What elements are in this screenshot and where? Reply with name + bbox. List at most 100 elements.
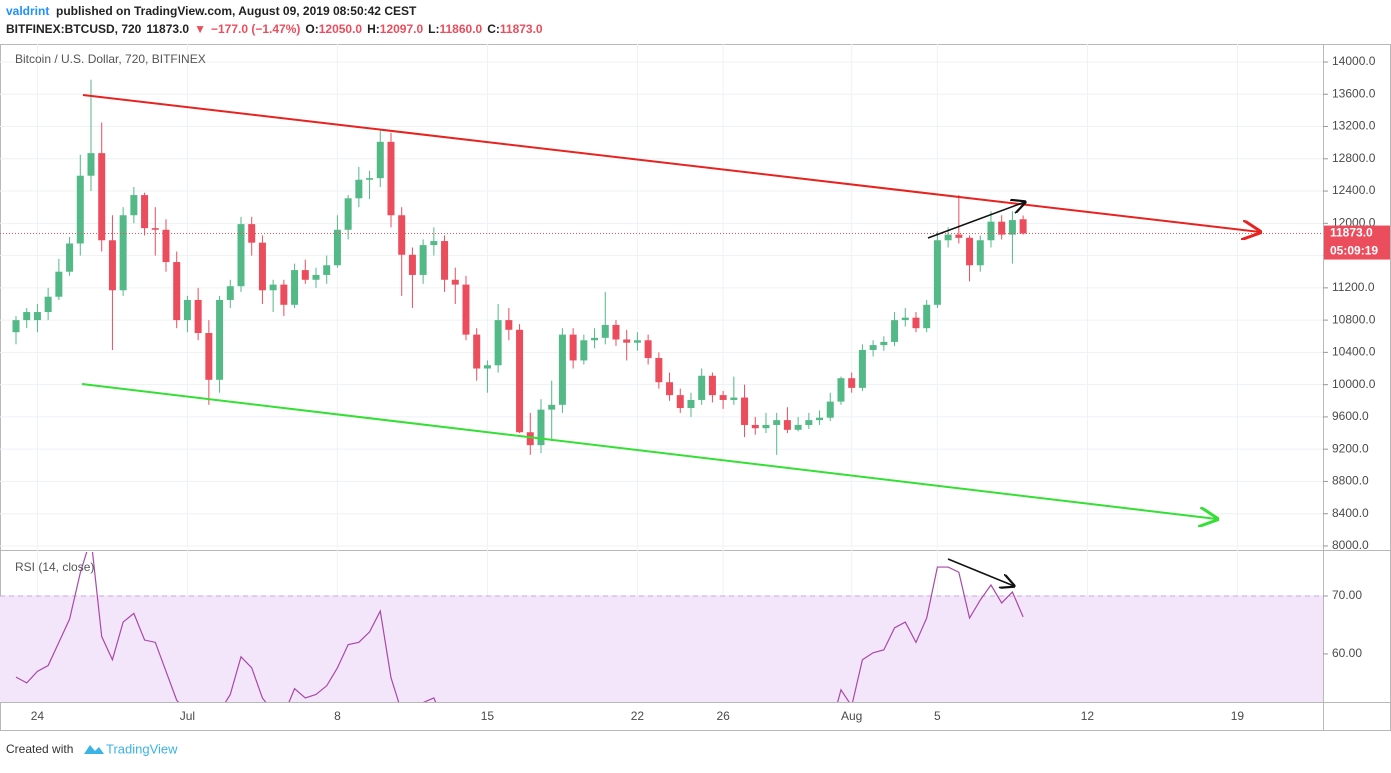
candle-body bbox=[794, 424, 802, 430]
candle-body bbox=[33, 312, 41, 321]
header-text: H: bbox=[367, 22, 380, 36]
x-tick-label: 19 bbox=[1231, 709, 1245, 723]
header-text: 11860.0 bbox=[440, 22, 483, 36]
candle-body bbox=[548, 404, 556, 410]
candle-body bbox=[87, 153, 95, 176]
candle-body bbox=[601, 324, 609, 338]
candle-body bbox=[44, 296, 52, 313]
candle-body bbox=[462, 284, 470, 335]
candle-body bbox=[408, 254, 416, 275]
y-tick-label: 10400.0 bbox=[1332, 345, 1376, 359]
header-text: L: bbox=[428, 22, 439, 36]
y-tick-label: 70.00 bbox=[1332, 588, 1362, 602]
candle-body bbox=[483, 365, 491, 369]
candle-body bbox=[473, 334, 481, 369]
candle-body bbox=[805, 420, 813, 425]
header-text: 12050.0 bbox=[319, 22, 363, 36]
candle-body bbox=[558, 334, 566, 405]
created-with: Created with bbox=[6, 742, 73, 756]
header-text: BITFINEX:BTCUSD, 720 bbox=[6, 22, 142, 36]
support-line bbox=[81, 383, 1217, 519]
candle-body bbox=[430, 241, 438, 246]
candle-body bbox=[76, 175, 84, 244]
candle-body bbox=[987, 221, 995, 241]
y-tick-label: 9200.0 bbox=[1332, 441, 1369, 455]
candle-body bbox=[291, 270, 299, 305]
symbol-line: BITFINEX:BTCUSD, 720 11873.0 ▼ −177.0 (−1.4… bbox=[6, 22, 543, 36]
candle-body bbox=[676, 395, 684, 409]
candle-body bbox=[848, 378, 856, 388]
x-tick-label: 5 bbox=[934, 709, 941, 723]
rsi-arrow bbox=[947, 558, 1014, 586]
candle-body bbox=[773, 420, 781, 425]
candle-body bbox=[816, 417, 824, 421]
brand: TradingView bbox=[106, 741, 178, 756]
candle-body bbox=[837, 378, 845, 402]
candle-body bbox=[130, 195, 138, 216]
resistance-line bbox=[82, 94, 1260, 232]
candle-body bbox=[923, 304, 931, 329]
candle-body bbox=[955, 234, 963, 238]
rsi-line bbox=[15, 552, 1024, 702]
header-text: 11873.0 bbox=[500, 22, 543, 36]
x-tick-label: Aug bbox=[841, 709, 862, 723]
x-tick-label: 8 bbox=[334, 709, 341, 723]
candle-body bbox=[258, 242, 266, 291]
x-tick-label: 22 bbox=[631, 709, 645, 723]
candle-body bbox=[633, 340, 641, 343]
header-text: ▼ bbox=[194, 22, 206, 36]
candle-body bbox=[580, 340, 588, 361]
candle-body bbox=[687, 399, 695, 409]
candle-body bbox=[869, 345, 877, 350]
candle-body bbox=[730, 397, 738, 400]
candle-body bbox=[494, 320, 502, 366]
y-tick-label: 8400.0 bbox=[1332, 506, 1369, 520]
candle-body bbox=[108, 240, 116, 291]
header-text: C: bbox=[487, 22, 500, 36]
x-tick-label: 12 bbox=[1081, 709, 1095, 723]
y-tick-label: 12800.0 bbox=[1332, 151, 1376, 165]
y-tick-label: 10000.0 bbox=[1332, 377, 1376, 391]
price-pane bbox=[0, 79, 1323, 455]
candle-body bbox=[998, 221, 1006, 235]
candle-body bbox=[708, 375, 716, 396]
y-tick-label: 8000.0 bbox=[1332, 538, 1369, 552]
last-price-badge bbox=[1324, 225, 1390, 260]
candle-body bbox=[623, 339, 631, 343]
x-tick-label: 15 bbox=[481, 709, 495, 723]
candle-body bbox=[119, 215, 127, 291]
candle-body bbox=[655, 358, 663, 383]
candle-body bbox=[944, 234, 952, 241]
y-tick-label: 13200.0 bbox=[1332, 119, 1376, 133]
y-tick-label: 11200.0 bbox=[1332, 280, 1375, 294]
candle-body bbox=[1019, 219, 1027, 234]
y-tick-label: 9600.0 bbox=[1332, 409, 1369, 423]
candle-body bbox=[398, 215, 406, 255]
candle-body bbox=[666, 382, 674, 396]
candle-body bbox=[312, 274, 320, 280]
candle-body bbox=[526, 432, 534, 446]
last-price-label: 11873.0 bbox=[1330, 226, 1373, 240]
header-text: 11873.0 bbox=[146, 22, 189, 36]
x-tick-label: Jul bbox=[180, 709, 195, 723]
candle-body bbox=[344, 198, 352, 230]
candle-body bbox=[880, 341, 888, 346]
candle-body bbox=[12, 320, 20, 333]
candle-body bbox=[751, 424, 759, 429]
candle-body bbox=[933, 240, 941, 305]
published: published on TradingView.com, August 09,… bbox=[56, 4, 417, 18]
candle-body bbox=[366, 178, 374, 180]
candle-body bbox=[591, 337, 599, 341]
y-tick-label: 60.00 bbox=[1332, 646, 1362, 660]
candle-body bbox=[419, 245, 427, 275]
candle-body bbox=[451, 279, 459, 285]
candle-body bbox=[505, 320, 513, 330]
candle-body bbox=[141, 195, 149, 229]
candle-body bbox=[644, 340, 652, 359]
candle-body bbox=[151, 228, 159, 230]
candle-body bbox=[173, 262, 181, 321]
candle-body bbox=[205, 333, 213, 380]
y-tick-label: 8800.0 bbox=[1332, 474, 1369, 488]
x-tick-label: 24 bbox=[31, 709, 45, 723]
